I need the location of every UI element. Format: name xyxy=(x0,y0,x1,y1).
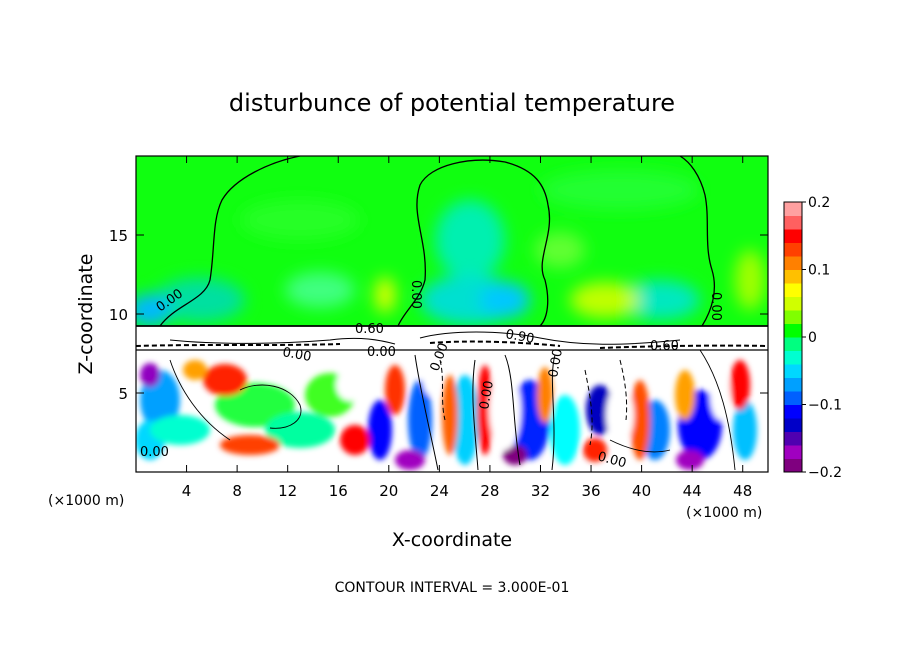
contour-label: 0.00 xyxy=(546,348,566,379)
y-tick-label: 10 xyxy=(109,306,128,324)
contour-label: 0.00 xyxy=(367,345,396,360)
lower-layer-field xyxy=(136,350,768,472)
colorbar-swatch xyxy=(784,269,802,284)
contour-label: 0.90 xyxy=(504,327,535,347)
contour-interval-note: CONTOUR INTERVAL = 3.000E-01 xyxy=(335,580,570,596)
x-unit-label-left: (×1000 m) xyxy=(48,493,124,509)
colorbar-swatch xyxy=(784,242,802,257)
colorbar-swatch xyxy=(784,310,802,324)
contour-label: 0.00 xyxy=(408,280,423,309)
contour-label: 0.00 xyxy=(596,449,628,471)
colorbar-tick-label: −0.2 xyxy=(808,465,842,481)
contour-label: 0.00 xyxy=(140,445,169,460)
x-tick-label: 20 xyxy=(379,482,398,500)
x-tick-label: 44 xyxy=(683,482,702,500)
colorbar-tick-label: 0 xyxy=(808,330,817,346)
y-tick-label: 5 xyxy=(118,385,128,403)
plot-field xyxy=(136,156,768,472)
contour-label: 0.00 xyxy=(477,380,497,411)
x-unit-label-right: (×1000 m) xyxy=(686,505,762,521)
colorbar-swatch xyxy=(784,445,802,459)
colorbar-swatch xyxy=(784,364,802,378)
y-tick-label: 15 xyxy=(109,227,128,245)
x-tick-label: 16 xyxy=(329,482,348,500)
chart-title: disturbunce of potential temperature xyxy=(229,89,675,117)
colorbar-swatch xyxy=(784,418,802,432)
contour-label: 0.60 xyxy=(650,339,679,354)
colorbar-tick-label: 0.1 xyxy=(808,263,830,279)
colorbar-swatch xyxy=(784,215,802,230)
negative-contours xyxy=(136,340,768,446)
colorbar-swatch xyxy=(784,256,802,270)
upper-perturbations xyxy=(136,170,765,326)
colorbar-swatch xyxy=(784,350,802,365)
x-tick-label: 48 xyxy=(733,482,752,500)
x-tick-label: 28 xyxy=(480,482,499,500)
interface-band xyxy=(136,326,768,350)
contour-labels: 0.00 0.00 0.00 0.60 0.90 0.60 0.00 0.00 0.00 0.00… xyxy=(140,280,723,471)
colorbar-swatch xyxy=(784,377,802,392)
y-axis-label: Z-coordinate xyxy=(75,254,97,375)
x-tick-label: 4 xyxy=(182,482,192,500)
colorbar-swatch xyxy=(784,391,802,405)
colorbar-swatch xyxy=(784,431,802,446)
colorbar-swatch xyxy=(784,229,802,243)
x-tick-label: 24 xyxy=(430,482,449,500)
x-tick-label: 40 xyxy=(632,482,651,500)
x-tick-label: 12 xyxy=(278,482,297,500)
x-tick-label: 36 xyxy=(581,482,600,500)
x-tick-label: 8 xyxy=(232,482,242,500)
colorbar-tick-label: −0.1 xyxy=(808,398,842,414)
colorbar-swatch xyxy=(784,296,802,311)
colorbar-tick-label: 0.2 xyxy=(808,195,830,211)
contour-label: 0.00 xyxy=(708,292,723,321)
colorbar-swatch xyxy=(784,458,802,473)
colorbar-swatch xyxy=(784,337,802,351)
x-axis-label: X-coordinate xyxy=(392,529,512,551)
x-axis: 4 8 12 16 20 24 28 32 36 40 44 48 xyxy=(182,156,752,500)
colorbar-swatch xyxy=(784,202,802,216)
colorbar-swatch xyxy=(784,283,802,297)
x-tick-label: 32 xyxy=(531,482,550,500)
colorbar-swatch xyxy=(784,404,802,419)
colorbar: 0.2 0.1 0 −0.1 −0.2 xyxy=(783,195,842,481)
contour-label: 0.00 xyxy=(281,345,312,365)
contour-lines xyxy=(136,156,768,471)
contour-label: 0.60 xyxy=(355,322,384,337)
y-axis: 5 10 15 xyxy=(109,227,768,403)
colorbar-swatch xyxy=(784,323,802,338)
